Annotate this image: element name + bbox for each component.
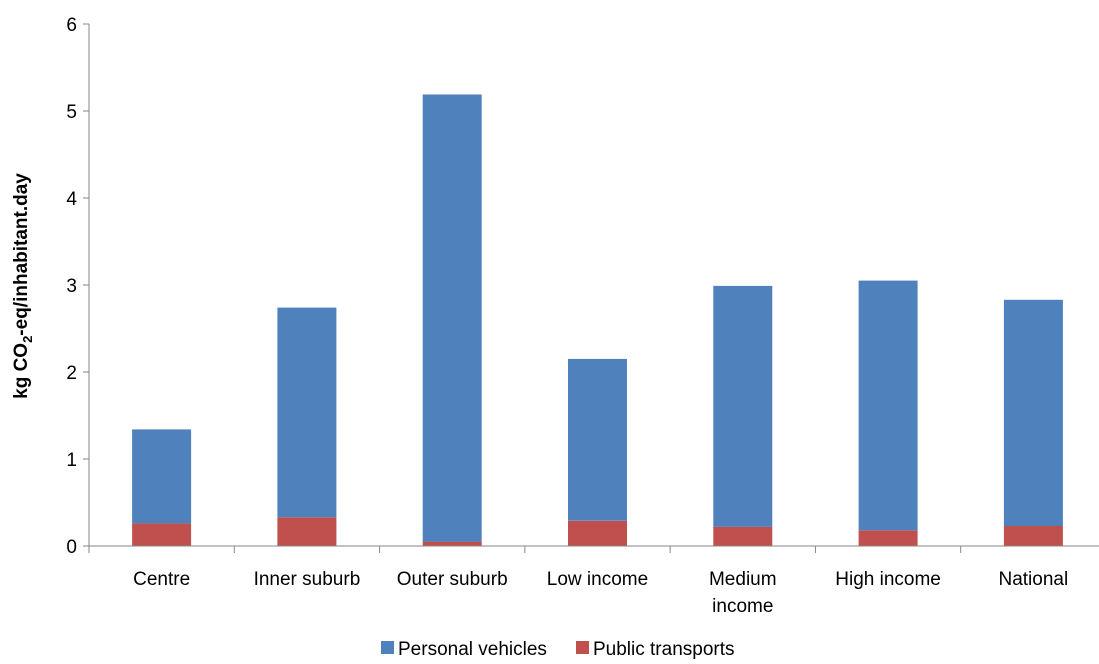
x-tick-label: High income [835, 569, 941, 590]
bar-personal-vehicles-1 [277, 307, 337, 518]
y-tick-label: 6 [66, 15, 77, 36]
x-tick-label: Centre [133, 569, 190, 590]
bar-personal-vehicles-5 [858, 280, 918, 531]
y-tick-label: 5 [66, 102, 77, 123]
y-tick-label: 4 [66, 189, 77, 210]
legend-label: Public transports [593, 639, 735, 660]
y-tick-label: 1 [66, 450, 77, 471]
x-tick-labels: Centre Inner suburb Outer suburb Low income… [133, 569, 1068, 617]
bar-public-transports-3 [568, 520, 627, 546]
x-tick-label: Outer suburb [397, 569, 508, 590]
y-tick-label: 0 [66, 537, 77, 558]
y-tick-label: 3 [66, 276, 77, 297]
x-tick-label: Low income [547, 569, 648, 590]
bars-layer [132, 94, 1063, 546]
x-tick-label: Inner suburb [254, 569, 361, 590]
bar-public-transports-6 [1003, 526, 1063, 546]
bar-public-transports-0 [132, 523, 192, 546]
x-tick-label: Medium income [709, 569, 777, 617]
x-tick-label: National [998, 569, 1068, 590]
legend-swatch-public-transports [576, 641, 589, 654]
bar-personal-vehicles-2 [422, 94, 482, 542]
bar-personal-vehicles-3 [568, 358, 627, 521]
bar-personal-vehicles-6 [1003, 299, 1063, 526]
bar-public-transports-1 [277, 517, 337, 546]
bar-personal-vehicles-4 [713, 285, 773, 527]
bar-personal-vehicles-0 [132, 429, 192, 524]
legend-swatch-personal-vehicles [381, 641, 394, 654]
y-tick-label: 2 [66, 363, 77, 384]
bar-public-transports-5 [858, 530, 918, 546]
legend-label: Personal vehicles [398, 639, 547, 660]
bar-public-transports-2 [422, 541, 482, 546]
y-tick-labels: 0 1 2 3 4 5 6 [66, 15, 77, 558]
axes-layer [83, 23, 1099, 553]
y-axis-title: kg CO2-eq/inhabitant.day [11, 173, 35, 399]
legend: Personal vehicles Public transports [381, 639, 735, 660]
bar-public-transports-4 [713, 526, 773, 546]
